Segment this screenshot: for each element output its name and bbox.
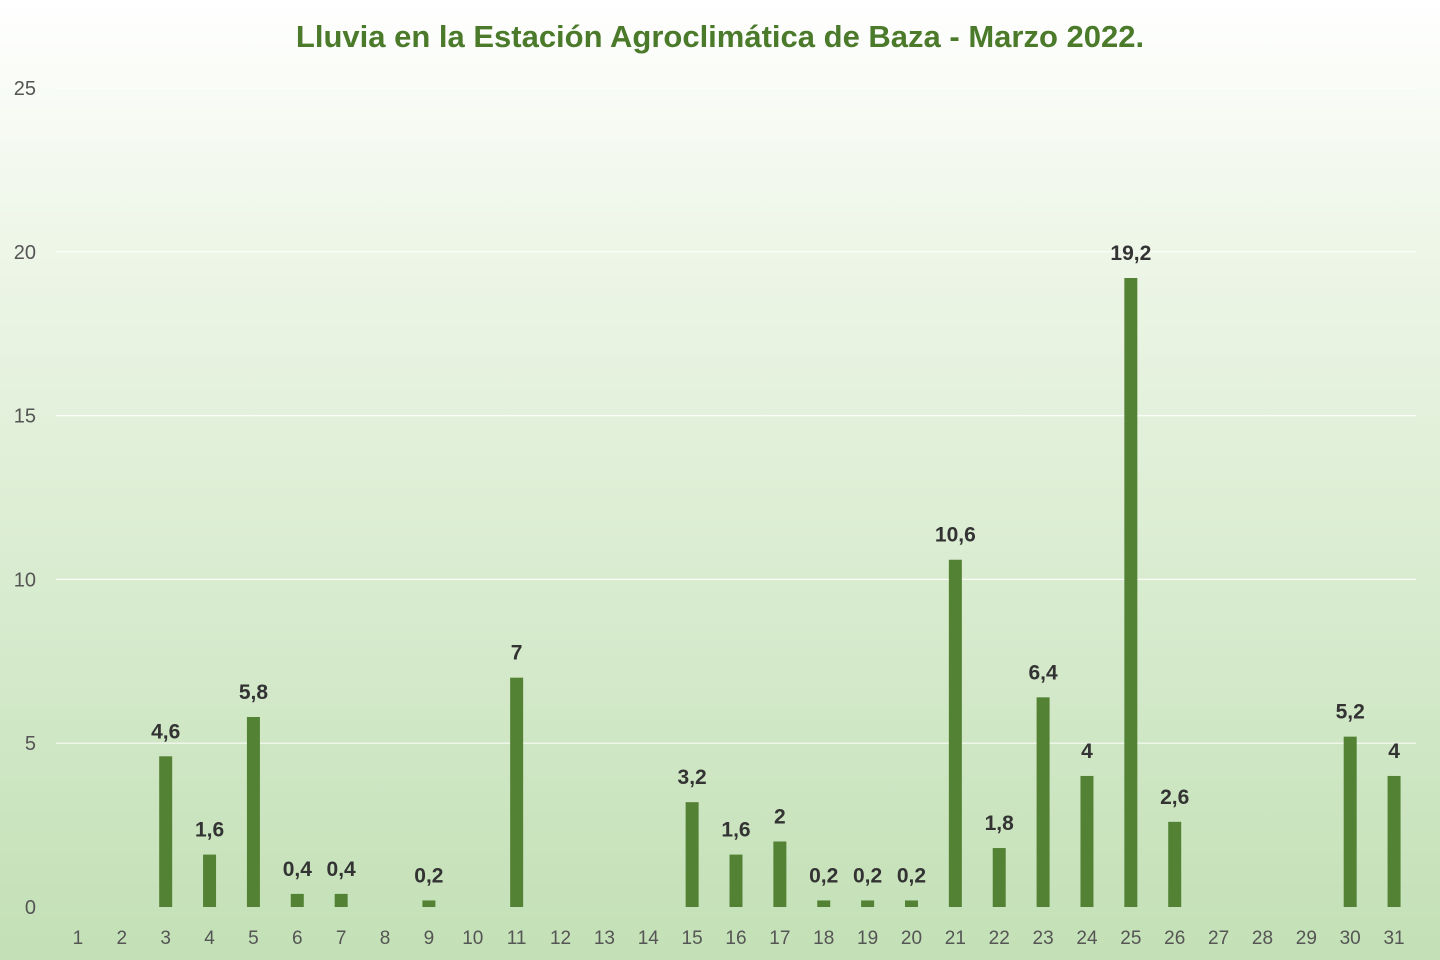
data-label: 0,2 xyxy=(414,864,443,887)
x-tick-label: 22 xyxy=(989,928,1010,949)
bar-day-4 xyxy=(203,854,217,907)
y-tick-label: 5 xyxy=(25,733,36,755)
x-tick-label: 31 xyxy=(1383,928,1404,949)
x-tick-label: 14 xyxy=(638,928,660,949)
x-tick-label: 5 xyxy=(248,928,259,949)
chart-title: Lluvia en la Estación Agroclimática de B… xyxy=(296,19,1144,54)
x-tick-label: 27 xyxy=(1208,928,1229,949)
data-label: 3,2 xyxy=(678,766,707,789)
x-tick-label: 29 xyxy=(1296,928,1317,949)
x-tick-label: 21 xyxy=(945,928,966,949)
data-label: 0,2 xyxy=(853,864,882,887)
y-tick-label: 20 xyxy=(14,242,36,264)
bar-day-26 xyxy=(1168,821,1182,907)
x-tick-label: 10 xyxy=(462,928,483,949)
bar-day-31 xyxy=(1387,775,1401,907)
x-tick-label: 12 xyxy=(550,928,571,949)
data-label: 0,2 xyxy=(809,864,838,887)
x-tick-label: 26 xyxy=(1164,928,1185,949)
bar-day-20 xyxy=(904,900,918,907)
bar-day-23 xyxy=(1036,697,1050,907)
data-label: 5,8 xyxy=(239,681,269,704)
x-tick-label: 28 xyxy=(1252,928,1273,949)
bar-day-30 xyxy=(1343,736,1357,907)
x-tick-label: 3 xyxy=(160,928,171,949)
x-tick-label: 30 xyxy=(1340,928,1361,949)
bar-day-18 xyxy=(817,900,831,907)
data-labels: 4,6 1,6 5,8 0,4 0,4 0,2 7 3,2 1,6 2 0,2 0,2 0,2 10,6 1… xyxy=(151,242,1400,887)
y-axis-ticks: 0 5 10 15 20 25 xyxy=(14,78,36,919)
x-tick-label: 25 xyxy=(1120,928,1141,949)
bar-day-11 xyxy=(510,677,524,907)
gridlines xyxy=(56,87,1416,744)
x-tick-label: 11 xyxy=(507,928,527,949)
bar-day-21 xyxy=(948,559,962,907)
data-label: 0,4 xyxy=(283,858,313,881)
data-label: 4 xyxy=(1081,740,1093,763)
x-tick-label: 6 xyxy=(292,928,303,949)
data-label: 19,2 xyxy=(1110,242,1151,265)
x-tick-label: 19 xyxy=(857,928,878,949)
x-tick-label: 20 xyxy=(901,928,922,949)
data-label: 6,4 xyxy=(1028,661,1058,684)
bar-day-19 xyxy=(861,900,875,907)
data-label: 1,6 xyxy=(721,819,750,842)
x-tick-label: 4 xyxy=(204,928,215,949)
data-label: 2 xyxy=(774,805,786,828)
x-tick-label: 18 xyxy=(813,928,834,949)
data-label: 1,8 xyxy=(985,812,1015,835)
x-tick-label: 13 xyxy=(594,928,615,949)
x-tick-label: 1 xyxy=(73,928,84,949)
data-label: 2,6 xyxy=(1160,786,1189,809)
x-tick-label: 24 xyxy=(1076,928,1098,949)
bar-day-3 xyxy=(159,756,173,907)
x-tick-label: 8 xyxy=(380,928,391,949)
data-label: 4,6 xyxy=(151,720,180,743)
data-label: 7 xyxy=(511,642,523,665)
x-tick-label: 17 xyxy=(769,928,790,949)
x-axis-ticks: 1 2 3 4 5 6 7 8 9 10 11 12 13 14 15 16 17 18 19 20 21 22 23 24 2… xyxy=(73,928,1405,949)
y-tick-label: 15 xyxy=(14,406,36,428)
y-tick-label: 0 xyxy=(25,897,36,919)
data-label: 10,6 xyxy=(935,524,976,547)
bar-day-16 xyxy=(729,854,743,907)
bars xyxy=(159,278,1401,907)
bar-day-6 xyxy=(290,893,304,907)
x-tick-label: 7 xyxy=(336,928,347,949)
data-label: 5,2 xyxy=(1336,701,1365,724)
bar-day-7 xyxy=(334,893,348,907)
bar-day-25 xyxy=(1124,278,1138,907)
data-label: 0,4 xyxy=(327,858,357,881)
x-tick-label: 15 xyxy=(682,928,703,949)
bar-day-9 xyxy=(422,900,436,907)
x-tick-label: 16 xyxy=(725,928,746,949)
bar-day-24 xyxy=(1080,775,1094,907)
x-tick-label: 9 xyxy=(424,928,435,949)
bar-day-15 xyxy=(685,802,699,907)
bar-day-5 xyxy=(246,716,260,907)
x-tick-label: 2 xyxy=(117,928,128,949)
data-label: 0,2 xyxy=(897,864,926,887)
x-tick-label: 23 xyxy=(1033,928,1054,949)
y-tick-label: 25 xyxy=(14,78,36,100)
bar-day-17 xyxy=(773,841,787,907)
data-label: 1,6 xyxy=(195,819,224,842)
y-tick-label: 10 xyxy=(14,569,36,591)
bar-day-22 xyxy=(992,848,1006,907)
data-label: 4 xyxy=(1388,740,1400,763)
